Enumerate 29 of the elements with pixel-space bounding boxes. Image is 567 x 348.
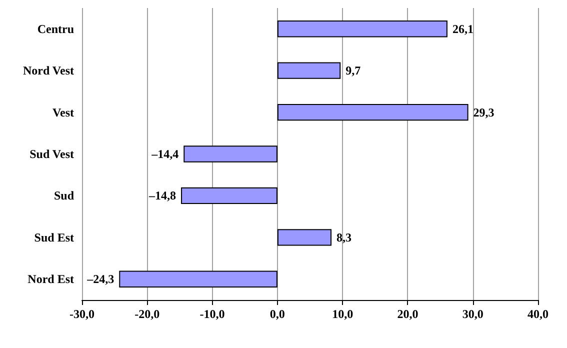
y-tick-label: Centru bbox=[37, 22, 74, 36]
x-tick-label: 40,0 bbox=[528, 307, 548, 321]
x-tick-label: -20,0 bbox=[134, 307, 160, 321]
bar bbox=[277, 229, 332, 246]
bar bbox=[181, 187, 278, 204]
data-label: 8,3 bbox=[336, 230, 352, 244]
bar bbox=[184, 146, 278, 162]
x-tick-label: 20,0 bbox=[397, 307, 418, 321]
data-label: 9,7 bbox=[346, 64, 361, 78]
data-label: –24,3 bbox=[86, 272, 114, 286]
y-tick-label: Sud Est bbox=[34, 230, 74, 244]
x-tick-label: -10,0 bbox=[200, 307, 225, 321]
data-label: –14,4 bbox=[150, 147, 179, 161]
x-tick-label: -30,0 bbox=[70, 307, 94, 321]
bar bbox=[277, 20, 448, 38]
bar bbox=[277, 62, 341, 79]
data-label: –14,8 bbox=[148, 188, 176, 203]
bar bbox=[119, 270, 278, 288]
data-label: 29,3 bbox=[473, 105, 494, 120]
y-tick-label: Vest bbox=[52, 105, 74, 120]
y-tick-label: Nord Est bbox=[28, 272, 74, 286]
bar bbox=[277, 104, 468, 121]
y-tick-label: Nord Vest bbox=[22, 64, 74, 78]
y-tick-label: Sud Vest bbox=[30, 147, 74, 161]
y-tick-label: Sud bbox=[54, 188, 74, 203]
data-label: 26,1 bbox=[452, 22, 474, 36]
x-tick-label: 30,0 bbox=[462, 307, 484, 321]
x-tick-label: 0,0 bbox=[270, 307, 285, 321]
x-tick-label: 10,0 bbox=[332, 307, 354, 321]
